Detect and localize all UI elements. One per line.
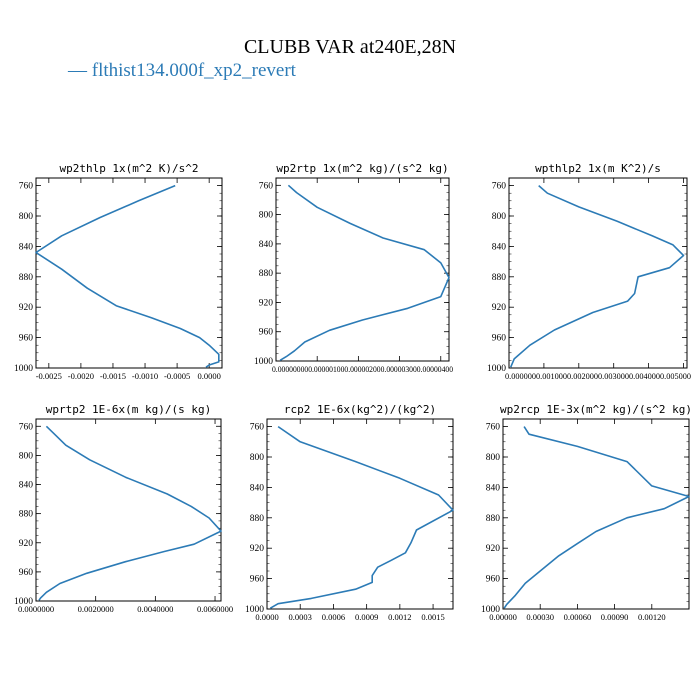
series-line: [35, 184, 220, 368]
y-tick-label: 1000: [245, 605, 264, 615]
y-tick-label: 960: [259, 328, 274, 338]
panel-title: wp2thlp 1x(m^2 K)/s^2: [59, 162, 198, 175]
panel-title: wpthlp2 1x(m K^2)/s: [535, 162, 661, 175]
y-tick-label: 840: [250, 483, 265, 493]
series-line: [38, 425, 222, 601]
y-tick-label: 880: [492, 273, 507, 283]
y-tick-label: 920: [19, 303, 34, 313]
x-tick-label: 0.0006: [322, 612, 345, 622]
y-tick-label: 920: [250, 544, 265, 554]
x-tick-label: -0.0010: [132, 371, 158, 381]
panel-title: wp2rcp 1E-3x(m^2 kg)/(s^2 kg): [500, 403, 692, 416]
x-tick-label: 0.0000: [255, 612, 278, 622]
x-tick-label: -0.0005: [164, 371, 190, 381]
x-tick-label: 0.0020000: [78, 604, 114, 614]
x-tick-label: -0.0025: [36, 371, 62, 381]
y-tick-label: 760: [486, 423, 501, 433]
x-tick-label: 0.00000: [489, 612, 517, 622]
y-tick-label: 960: [19, 334, 34, 344]
panel-5: rcp2 1E-6x(kg^2)/(kg^2) 760 800 840 880 920 96…: [245, 403, 454, 622]
plot-frame: [508, 177, 688, 369]
x-tick-label: 0.0000000: [18, 604, 54, 614]
y-tick-label: 800: [259, 211, 274, 221]
y-tick-label: 920: [259, 298, 274, 308]
y-tick-label: 1000: [487, 364, 506, 374]
x-tick-label: 0.0009: [355, 612, 378, 622]
y-tick-label: 880: [486, 514, 501, 524]
plot-frame: [502, 418, 690, 610]
x-tick-label: 0.0040000: [137, 604, 173, 614]
y-tick-label: 880: [19, 510, 34, 520]
plot-frame: [35, 177, 223, 369]
plot-frame: [275, 177, 450, 362]
y-tick-label: 1000: [254, 357, 273, 367]
y-tick-label: 840: [486, 483, 501, 493]
y-tick-label: 840: [19, 242, 34, 252]
series-line: [503, 426, 690, 609]
y-tick-label: 960: [250, 575, 265, 585]
y-tick-label: 800: [19, 451, 34, 461]
panel-2: wp2rtp 1x(m^2 kg)/(s^2 kg)760 800 840 880 92…: [254, 162, 453, 374]
y-tick-label: 920: [486, 544, 501, 554]
y-tick-label: 760: [250, 423, 265, 433]
y-tick-label: 800: [486, 453, 501, 463]
series-line: [509, 184, 685, 368]
y-tick-label: 800: [492, 212, 507, 222]
y-tick-label: 1000: [14, 597, 33, 607]
figure-title: CLUBB VAR at240E,28N: [243, 36, 457, 58]
x-tick-label: 0.00120: [638, 612, 666, 622]
y-tick-label: 760: [259, 181, 274, 191]
x-tick-label: 0.0000: [197, 371, 220, 381]
y-tick-label: 880: [19, 273, 34, 283]
x-tick-label: -0.0015: [100, 371, 126, 381]
panel-title: wp2rtp 1x(m^2 kg)/(s^2 kg): [276, 162, 448, 175]
x-tick-label: 0.00060: [564, 612, 592, 622]
y-tick-label: 760: [19, 422, 34, 432]
x-tick-label: 0.0015: [421, 612, 444, 622]
y-tick-label: 800: [19, 212, 34, 222]
y-tick-label: 840: [259, 240, 274, 250]
y-tick-label: 880: [259, 269, 274, 279]
y-tick-label: 840: [19, 481, 34, 491]
x-tick-label: 0.00090: [601, 612, 629, 622]
panel-title: rcp2 1E-6x(kg^2)/(kg^2): [284, 403, 436, 416]
panel-3: wpthlp2 1x(m K^2)/s 760 800 840 880 920 960 100…: [487, 162, 691, 381]
x-tick-label: -0.0020: [68, 371, 94, 381]
y-tick-label: 760: [19, 182, 34, 192]
panel-6: wp2rcp 1E-3x(m^2 kg)/(s^2 kg) 760 800 840 88…: [481, 403, 692, 622]
series-line: [269, 425, 454, 609]
panel-4: wprtp2 1E-6x(m kg)/(s kg) 760 800 840 880 920…: [14, 403, 233, 614]
y-tick-label: 920: [19, 539, 34, 549]
series-line: [279, 184, 450, 361]
y-tick-label: 1000: [14, 364, 33, 374]
x-tick-label: 0.0003: [289, 612, 312, 622]
x-tick-label: 0.0060000: [197, 604, 233, 614]
y-tick-label: 760: [492, 182, 507, 192]
y-tick-label: 800: [250, 453, 265, 463]
plot-frame: [266, 418, 454, 610]
y-tick-label: 920: [492, 303, 507, 313]
plot-frame: [35, 418, 222, 602]
y-tick-label: 880: [250, 514, 265, 524]
y-tick-label: 840: [492, 242, 507, 252]
y-tick-label: 1000: [481, 605, 500, 615]
y-tick-label: 960: [19, 568, 34, 578]
y-tick-label: 960: [492, 334, 507, 344]
x-tick-label: 0.00030: [526, 612, 554, 622]
legend-entry: — flthist134.000f_xp2_revert: [68, 60, 296, 81]
y-tick-label: 960: [486, 575, 501, 585]
x-tick-labels: 0.0000000.0010000.0020000.0030000.004000…: [505, 371, 691, 381]
panel-1: wp2thlp 1x(m^2 K)/s^2 760 800 840 880 920 960 1…: [14, 162, 223, 381]
panel-title: wprtp2 1E-6x(m kg)/(s kg): [46, 403, 212, 416]
x-tick-labels: 0.000000000.000001000.000002000.00000300…: [272, 364, 453, 374]
x-tick-label: 0.0012: [388, 612, 411, 622]
